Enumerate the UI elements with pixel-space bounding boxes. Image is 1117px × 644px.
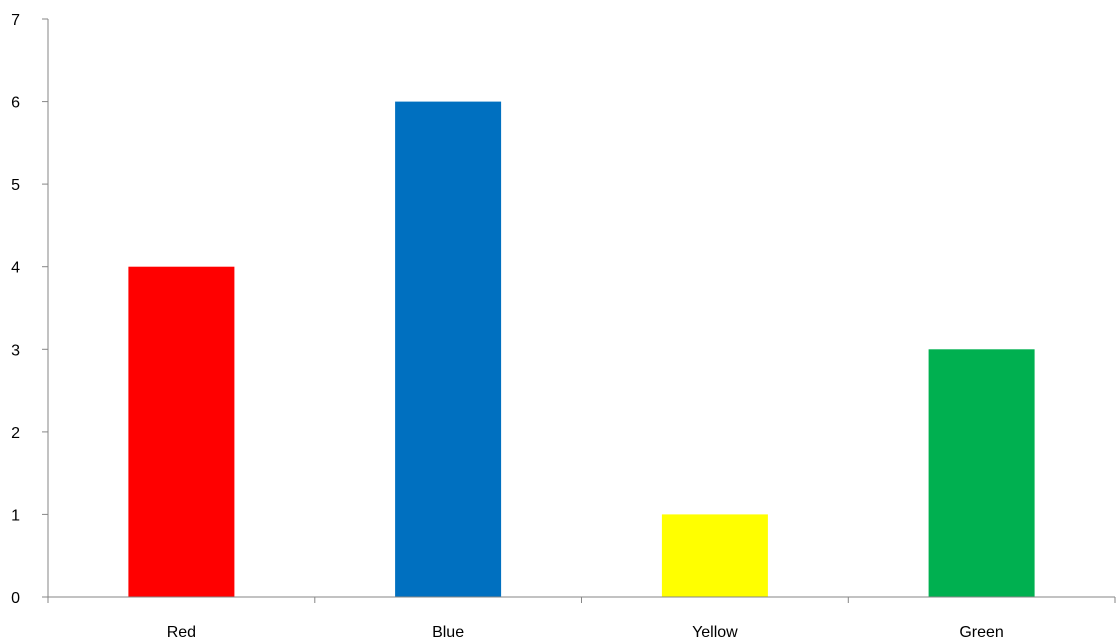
y-tick-label-0: 0 — [11, 590, 20, 607]
y-tick-label-7: 7 — [11, 12, 20, 29]
bar-green — [928, 349, 1035, 597]
bars-layer — [128, 101, 1035, 597]
x-tick-label-red: Red — [167, 624, 196, 641]
y-ticks-layer: 0 1 2 3 4 5 6 7 — [11, 12, 48, 607]
y-tick-label-5: 5 — [11, 177, 20, 194]
bar-blue — [395, 101, 502, 597]
bar-red — [128, 266, 235, 597]
y-tick-label-6: 6 — [11, 95, 20, 112]
x-tick-label-green: Green — [959, 624, 1003, 641]
y-tick-label-1: 1 — [11, 507, 20, 524]
bar-yellow — [661, 514, 768, 597]
y-tick-label-4: 4 — [11, 260, 20, 277]
x-ticks-layer: Red Blue Yellow Green — [47, 597, 1116, 641]
y-tick-label-3: 3 — [11, 342, 20, 359]
x-tick-label-blue: Blue — [432, 624, 464, 641]
x-tick-label-yellow: Yellow — [692, 624, 738, 641]
y-tick-label-2: 2 — [11, 425, 20, 442]
